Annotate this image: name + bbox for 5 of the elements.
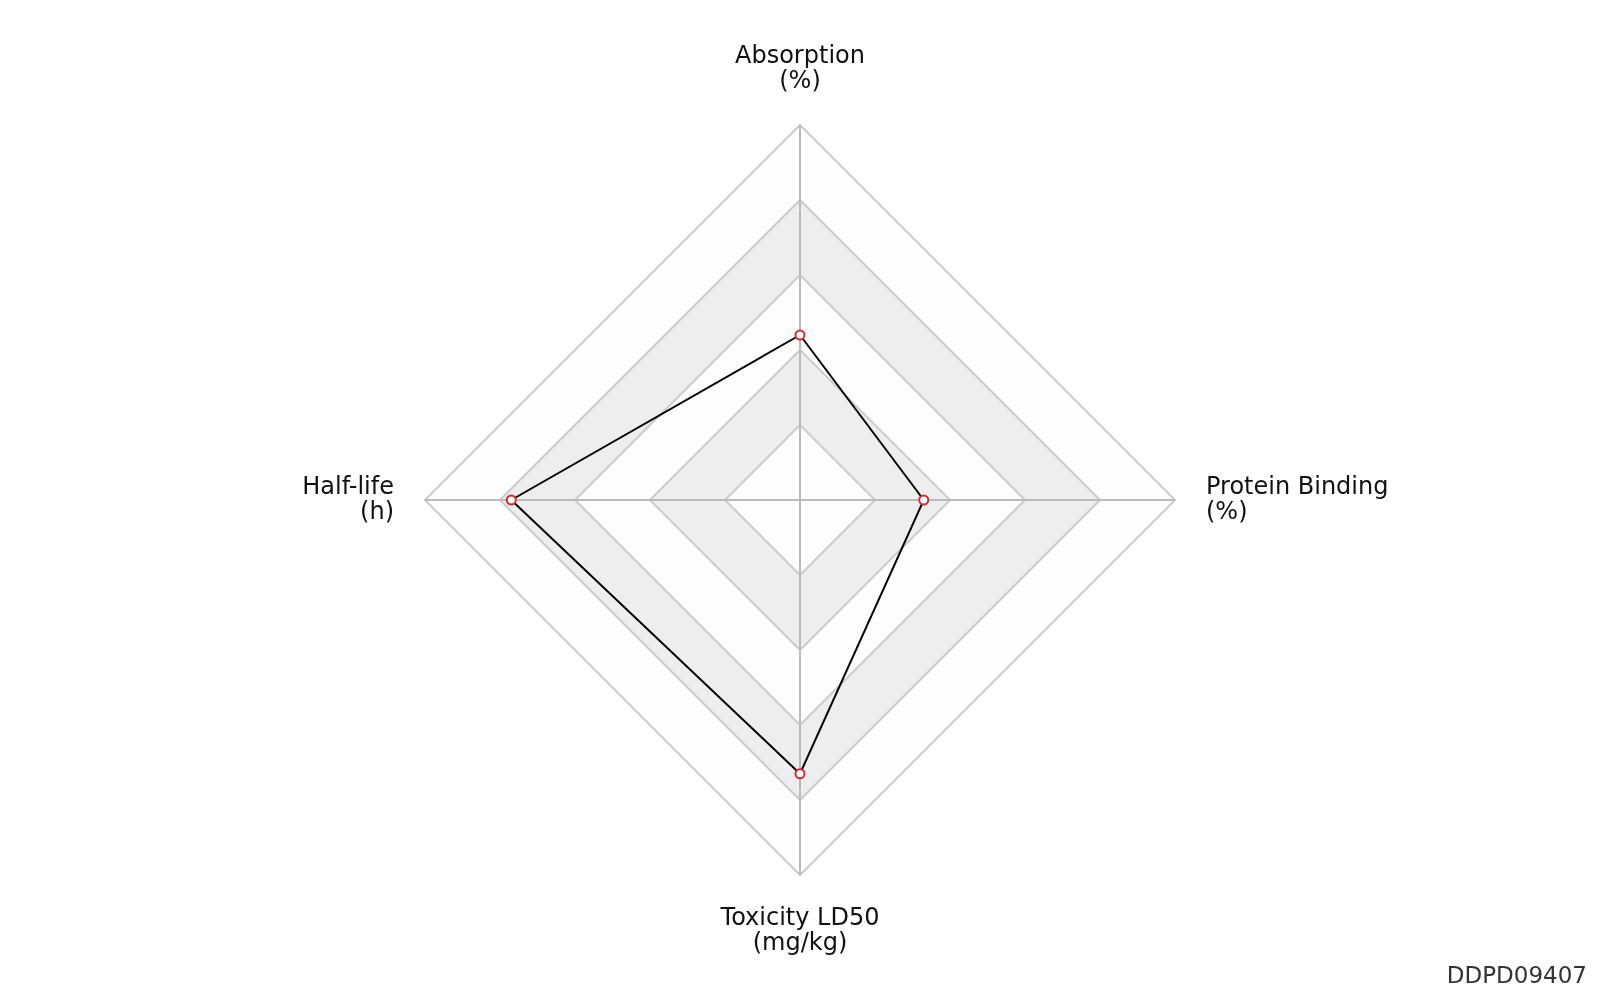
spoke-label: Half-life (h) (302, 471, 394, 525)
spoke-label: Absorption (%) (735, 41, 865, 94)
spoke-label: Toxicity LD50 (mg/kg) (719, 903, 880, 956)
text: DDPD09407 (1446, 962, 1587, 988)
spoke-label: Protein Binding (%) (1206, 471, 1389, 525)
